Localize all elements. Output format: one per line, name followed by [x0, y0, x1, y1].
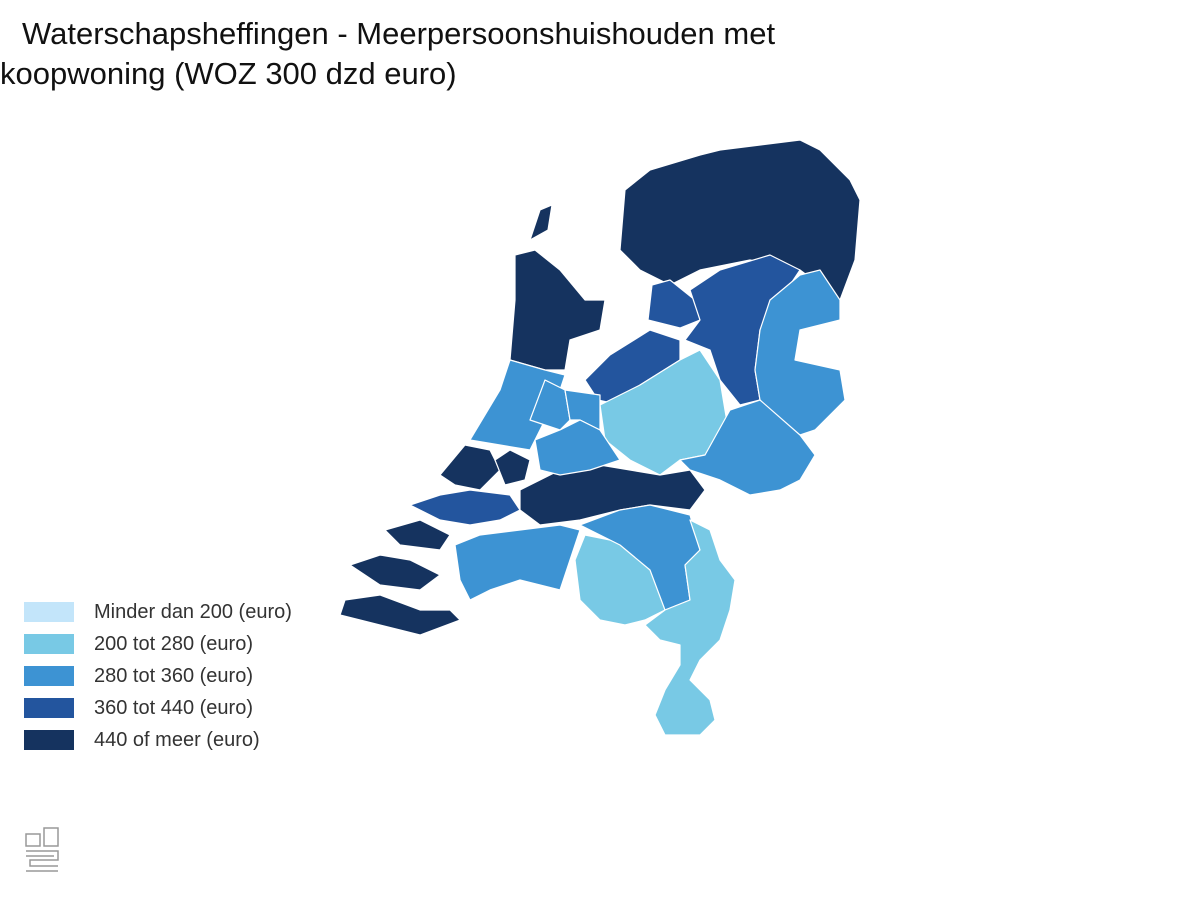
region — [647, 279, 701, 329]
legend: Minder dan 200 (euro) 200 tot 280 (euro) 2… — [24, 600, 292, 760]
legend-item: Minder dan 200 (euro) — [24, 592, 292, 632]
legend-swatch — [24, 602, 74, 622]
region — [619, 139, 861, 301]
region — [384, 519, 451, 551]
legend-label: 360 tot 440 (euro) — [94, 696, 253, 719]
region — [439, 444, 501, 491]
legend-swatch — [24, 634, 74, 654]
region — [349, 554, 441, 591]
cbs-logo — [25, 827, 59, 872]
legend-swatch — [24, 666, 74, 686]
region — [754, 269, 846, 436]
legend-item: 360 tot 440 (euro) — [24, 688, 292, 728]
legend-swatch — [24, 698, 74, 718]
legend-label: Minder dan 200 (euro) — [94, 600, 292, 623]
region — [509, 249, 606, 371]
legend-item: 200 tot 280 (euro) — [24, 624, 292, 664]
legend-swatch — [24, 730, 74, 750]
legend-item: 440 of meer (euro) — [24, 720, 292, 760]
region — [494, 449, 531, 486]
region — [529, 204, 553, 241]
region — [454, 524, 581, 601]
legend-label: 200 tot 280 (euro) — [94, 632, 253, 655]
legend-label: 440 of meer (euro) — [94, 728, 260, 751]
legend-item: 280 tot 360 (euro) — [24, 656, 292, 696]
region — [409, 489, 521, 526]
legend-label: 280 tot 360 (euro) — [94, 664, 253, 687]
region — [679, 399, 816, 496]
region — [339, 594, 461, 636]
region — [534, 419, 621, 476]
region — [644, 519, 736, 736]
map-title: Waterschapsheffingen - Meerpersoonshuish… — [0, 16, 776, 91]
